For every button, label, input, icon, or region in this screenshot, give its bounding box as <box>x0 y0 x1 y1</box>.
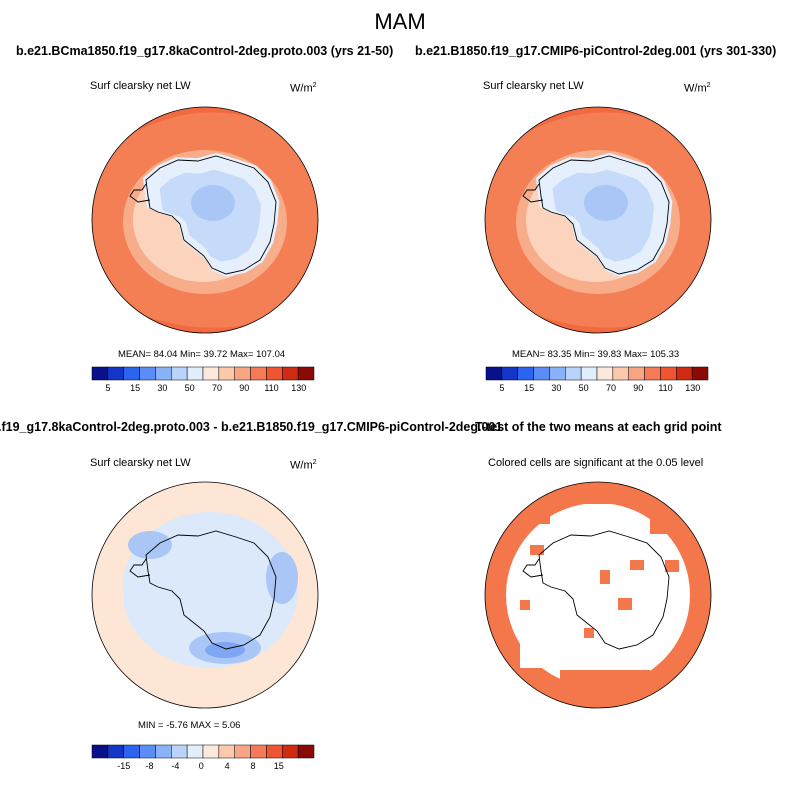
colorbar-swatch <box>549 366 566 381</box>
panel-3-colorbar: -15 -8 -4 0 4 8 15 <box>91 744 315 771</box>
colorbar-swatch <box>628 366 645 381</box>
colorbar-tick-label: 110 <box>264 383 278 393</box>
colorbar-swatch <box>218 744 235 759</box>
colorbar-swatch <box>266 744 283 759</box>
panel-2-subtitle: Surf clearsky net LW <box>483 80 584 92</box>
colorbar-swatch <box>171 366 188 381</box>
panel-1-subtitle: Surf clearsky net LW <box>90 80 191 92</box>
panel-3-title: .f19_g17.8kaControl-2deg.proto.003 - b.e… <box>0 420 503 434</box>
panel-1-stats: MEAN= 84.04 Min= 39.72 Max= 107.04 <box>118 349 286 360</box>
colorbar-tick-label: 90 <box>633 383 643 393</box>
panel-2-units: W/m2 <box>684 82 711 95</box>
colorbar-swatch <box>202 744 220 759</box>
colorbar-swatch <box>186 744 204 759</box>
colorbar-swatch <box>123 744 140 759</box>
colorbar-swatch <box>297 744 315 759</box>
colorbar-swatch <box>123 366 140 381</box>
colorbar-tick-label: 110 <box>658 383 672 393</box>
colorbar-swatch <box>155 744 172 759</box>
colorbar-tick-label: 5 <box>499 383 504 393</box>
colorbar-swatch <box>517 366 534 381</box>
colorbar-swatch <box>580 366 598 381</box>
colorbar-swatch <box>250 366 267 381</box>
colorbar-swatch <box>155 366 172 381</box>
colorbar-tick-label: 70 <box>212 383 222 393</box>
colorbar-swatch <box>485 366 503 381</box>
colorbar-tick-label: 15 <box>130 383 140 393</box>
colorbar-swatch <box>644 366 661 381</box>
colorbar-swatch <box>660 366 677 381</box>
colorbar-tick-label: -15 <box>117 761 130 771</box>
panel-3-stats: MIN = -5.76 MAX = 5.06 <box>138 720 241 731</box>
panel-2-title: b.e21.B1850.f19_g17.CMIP6-piControl-2deg… <box>415 44 777 58</box>
colorbar-swatch <box>234 744 251 759</box>
panel-4-map <box>484 481 712 709</box>
panel-2-map <box>484 106 712 334</box>
colorbar-tick-label: 70 <box>606 383 616 393</box>
panel-1-title: b.e21.BCma1850.f19_g17.8kaControl-2deg.p… <box>16 44 394 58</box>
colorbar-swatch <box>234 366 251 381</box>
panel-4-title: T-test of the two means at each grid poi… <box>475 420 722 434</box>
colorbar-tick-label: 8 <box>250 761 255 771</box>
figure-title: MAM <box>374 9 426 34</box>
colorbar-swatch <box>501 366 518 381</box>
panel-3-units: W/m2 <box>290 459 317 472</box>
colorbar-swatch <box>139 744 156 759</box>
colorbar-swatch <box>565 366 582 381</box>
colorbar-tick-label: 4 <box>225 761 230 771</box>
colorbar-swatch <box>596 366 614 381</box>
colorbar-swatch <box>171 744 188 759</box>
panel-4-subtitle: Colored cells are significant at the 0.0… <box>488 457 704 469</box>
colorbar-swatch <box>91 366 109 381</box>
colorbar-swatch <box>202 366 220 381</box>
colorbar-swatch <box>107 744 124 759</box>
colorbar-tick-label: -8 <box>146 761 154 771</box>
colorbar-tick-label: 5 <box>105 383 110 393</box>
colorbar-swatch <box>612 366 629 381</box>
colorbar-swatch <box>139 366 156 381</box>
colorbar-tick-label: 30 <box>551 383 561 393</box>
colorbar-swatch <box>297 366 315 381</box>
colorbar-swatch <box>533 366 550 381</box>
colorbar-swatch <box>186 366 204 381</box>
colorbar-swatch <box>676 366 693 381</box>
colorbar-tick-label: 50 <box>185 383 195 393</box>
colorbar-swatch <box>691 366 709 381</box>
colorbar-tick-label: 50 <box>579 383 589 393</box>
panel-2-colorbar: 5 15 30 50 70 90 110 130 <box>485 366 709 393</box>
panel-2-stats: MEAN= 83.35 Min= 39.83 Max= 105.33 <box>512 349 680 360</box>
panel-3-subtitle: Surf clearsky net LW <box>90 457 191 469</box>
colorbar-swatch <box>107 366 124 381</box>
colorbar-tick-label: 15 <box>524 383 534 393</box>
panel-1-map <box>91 106 319 334</box>
colorbar-swatch <box>250 744 267 759</box>
colorbar-tick-label: 130 <box>291 383 306 393</box>
colorbar-tick-label: 30 <box>157 383 167 393</box>
colorbar-swatch <box>282 366 299 381</box>
colorbar-tick-label: 90 <box>239 383 249 393</box>
colorbar-tick-label: -4 <box>171 761 179 771</box>
colorbar-swatch <box>91 744 109 759</box>
panel-3-map <box>91 481 319 709</box>
colorbar-swatch <box>218 366 235 381</box>
colorbar-tick-label: 15 <box>274 761 284 771</box>
colorbar-tick-label: 0 <box>199 761 204 771</box>
panel-1-units: W/m2 <box>290 82 317 95</box>
colorbar-swatch <box>282 744 299 759</box>
colorbar-tick-label: 130 <box>685 383 700 393</box>
colorbar-swatch <box>266 366 283 381</box>
panel-1-colorbar: 5 15 30 50 70 90 110 130 <box>91 366 315 393</box>
